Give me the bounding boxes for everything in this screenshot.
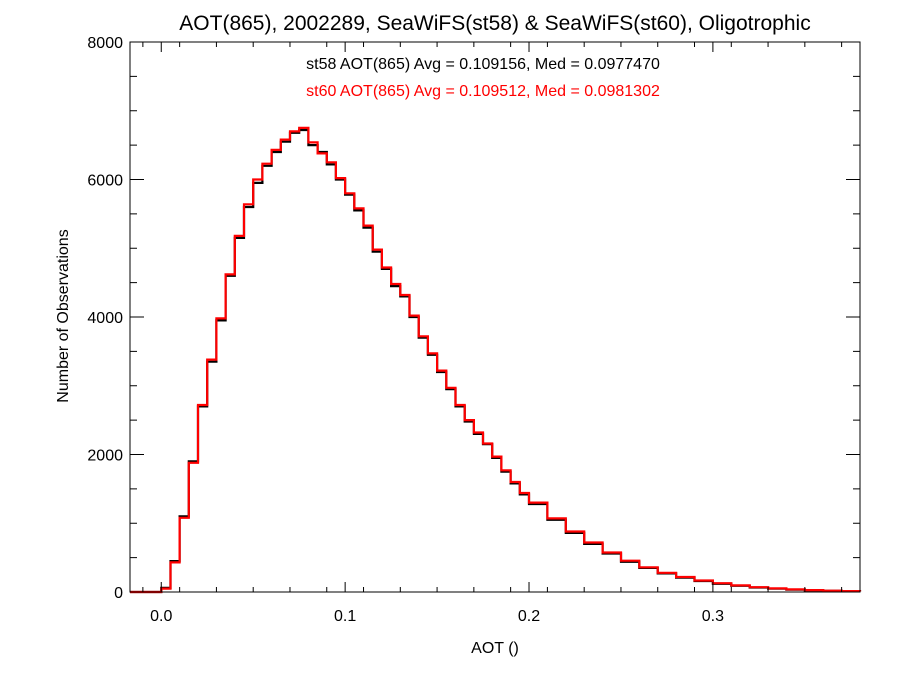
y-tick-label: 2000 <box>87 448 123 465</box>
annotation-st58: st58 AOT(865) Avg = 0.109156, Med = 0.09… <box>306 56 660 73</box>
y-axis: 0 2000 4000 6000 8000 <box>87 35 860 602</box>
chart-title: AOT(865), 2002289, SeaWiFS(st58) & SeaWi… <box>179 12 810 35</box>
y-tick-label: 0 <box>114 585 123 602</box>
x-tick-label: 0.0 <box>150 608 172 625</box>
x-axis-label: AOT () <box>471 640 519 657</box>
y-tick-label: 8000 <box>87 35 123 52</box>
series-layer <box>130 126 862 594</box>
x-tick-label: 0.1 <box>334 608 356 625</box>
x-tick-label: 0.2 <box>518 608 540 625</box>
x-axis: 0.0 0.1 0.2 0.3 <box>142 42 843 625</box>
series-line-1 <box>130 126 862 594</box>
y-axis-label: Number of Observations <box>55 229 72 402</box>
y-tick-label: 6000 <box>87 173 123 190</box>
annotation-st60: st60 AOT(865) Avg = 0.109512, Med = 0.09… <box>306 83 660 100</box>
x-tick-label: 0.3 <box>702 608 724 625</box>
y-tick-label: 4000 <box>87 310 123 327</box>
